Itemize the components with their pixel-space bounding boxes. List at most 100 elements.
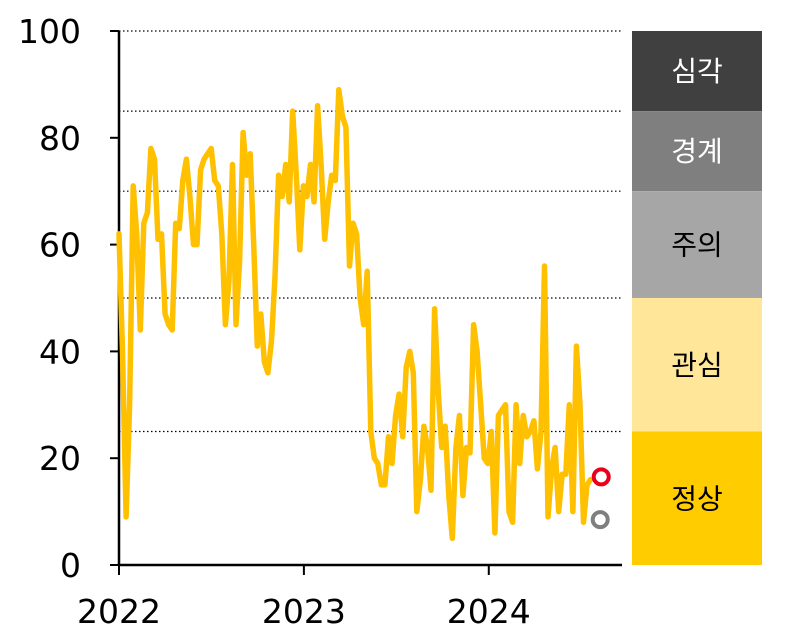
data-point [490, 431, 492, 432]
data-point [281, 196, 283, 198]
data-point [327, 201, 329, 203]
status-band [632, 431, 762, 565]
data-point [455, 447, 457, 449]
data-point [338, 89, 340, 91]
data-point [441, 447, 443, 449]
data-point [203, 158, 205, 160]
data-point [426, 447, 428, 449]
data-point [249, 153, 251, 155]
data-point [451, 537, 453, 539]
data-point [210, 147, 212, 149]
data-point [217, 185, 219, 187]
data-point [554, 447, 556, 449]
data-point [533, 420, 535, 422]
data-point [412, 372, 414, 374]
data-point [416, 511, 418, 513]
data-point [398, 393, 400, 395]
data-point [395, 414, 397, 416]
data-point [274, 276, 276, 278]
data-point [200, 169, 202, 171]
data-point [189, 196, 191, 198]
data-point [391, 463, 393, 465]
status-band [632, 111, 762, 192]
data-point [122, 350, 124, 352]
data-point [182, 180, 184, 182]
data-point [522, 414, 524, 416]
data-point [146, 212, 148, 214]
data-point [352, 222, 354, 224]
data-point [224, 324, 226, 326]
y-tick-label: 80 [39, 119, 81, 158]
data-point [253, 244, 255, 246]
data-point [519, 463, 521, 465]
data-point [579, 404, 581, 406]
data-point [139, 329, 141, 331]
data-point [480, 404, 482, 406]
data-point [288, 201, 290, 203]
data-point [168, 324, 170, 326]
data-point [483, 457, 485, 459]
data-point [331, 174, 333, 176]
data-point [476, 350, 478, 352]
data-point [402, 436, 404, 438]
highlight-marker [590, 510, 610, 530]
data-point [196, 244, 198, 246]
data-point [515, 404, 517, 406]
data-point [295, 174, 297, 176]
status-band-label: 관심 [671, 349, 723, 382]
data-point [334, 180, 336, 182]
data-point [469, 452, 471, 454]
data-point [583, 521, 585, 523]
status-band [632, 191, 762, 298]
y-tick-label: 60 [39, 226, 81, 265]
data-point [345, 126, 347, 128]
highlight-marker [591, 467, 611, 487]
data-point [405, 366, 407, 368]
data-point [302, 185, 304, 187]
data-point [178, 228, 180, 230]
data-point [317, 105, 319, 107]
data-point [263, 361, 265, 363]
marker-layer [590, 467, 611, 530]
data-point [434, 308, 436, 310]
data-point [551, 468, 553, 470]
data-point [501, 409, 503, 411]
x-tick-label: 2022 [77, 592, 161, 631]
data-point [409, 350, 411, 352]
data-point [363, 324, 365, 326]
data-point [540, 431, 542, 432]
data-point [586, 484, 588, 486]
status-band [632, 31, 762, 112]
series-line [116, 86, 594, 542]
data-point [299, 249, 301, 251]
data-point [207, 153, 209, 155]
status-band-label: 주의 [671, 229, 723, 262]
data-point [136, 233, 138, 235]
data-point [143, 222, 145, 224]
data-point [118, 233, 120, 235]
data-point [444, 425, 446, 427]
data-point [309, 164, 311, 165]
data-point [384, 484, 386, 486]
data-point [359, 297, 361, 299]
data-point [228, 281, 230, 283]
data-point [278, 174, 280, 176]
data-point [437, 388, 439, 390]
data-point [246, 174, 248, 176]
x-tick-label: 2024 [447, 592, 531, 631]
y-tick-label: 40 [39, 332, 81, 371]
data-point [543, 265, 545, 267]
data-point [192, 244, 194, 246]
data-point [150, 147, 152, 149]
data-point [572, 511, 574, 513]
data-point [320, 164, 322, 165]
data-point [370, 431, 372, 432]
data-point [356, 233, 358, 235]
data-point [565, 473, 567, 475]
data-point [526, 436, 528, 438]
data-point [366, 270, 368, 272]
data-point [214, 180, 216, 182]
status-band-label: 경계 [671, 135, 723, 168]
